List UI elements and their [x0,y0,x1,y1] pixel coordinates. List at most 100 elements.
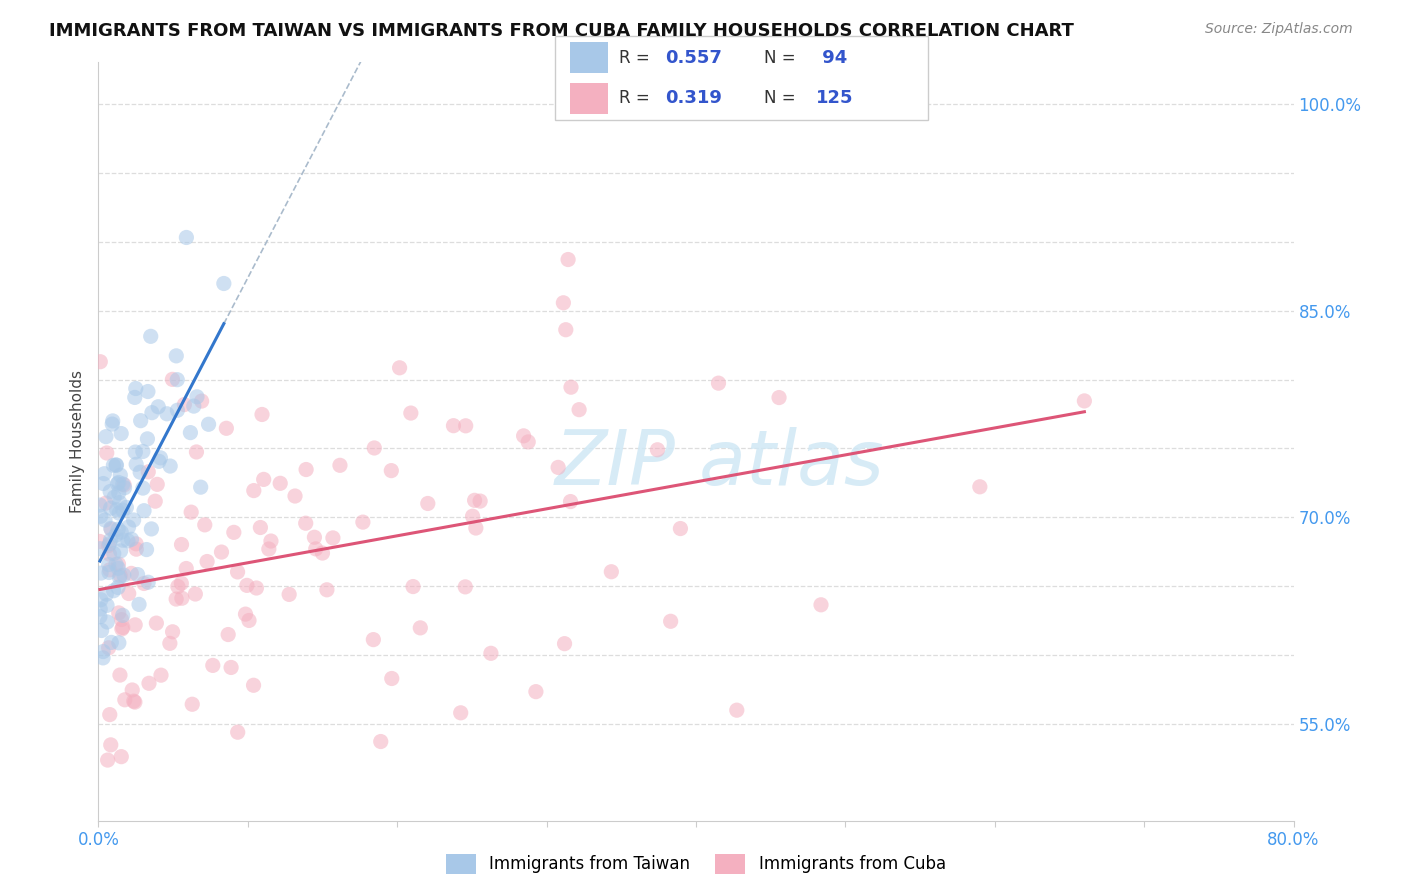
Point [108,495,131,509]
Point [560,494,582,508]
Point [322,531,344,545]
Point [647,442,669,457]
Point [170,591,193,606]
Point [659,615,682,629]
Point [186,445,208,459]
Point [94,430,117,444]
Point [454,418,477,433]
Point [124,695,146,709]
Point [105,558,128,572]
Point [512,429,534,443]
Point [100,533,122,547]
Point [311,546,333,560]
Point [111,620,134,634]
Point [100,521,122,535]
Point [464,493,486,508]
Point [294,516,316,531]
Point [236,578,259,592]
Point [468,494,491,508]
Point [186,390,208,404]
Point [166,403,188,417]
Point [725,703,748,717]
Point [112,568,135,582]
Text: 94: 94 [815,49,848,67]
Point [97,539,120,553]
Bar [571,83,607,113]
Point [97,753,120,767]
Point [124,617,146,632]
Point [93,467,115,481]
Point [242,678,264,692]
Point [222,525,245,540]
Point [98,537,121,551]
Point [121,683,143,698]
Point [600,565,623,579]
Point [89,498,111,512]
Point [250,408,273,422]
Point [150,668,173,682]
Point [89,541,111,556]
Point [105,476,128,491]
Point [136,432,159,446]
Point [89,609,111,624]
Point [461,509,484,524]
Point [138,676,160,690]
Point [219,660,242,674]
Point [105,458,128,472]
Point [115,500,138,515]
Point [136,465,159,479]
Point [110,544,132,558]
Point [554,637,576,651]
Point [167,580,190,594]
Point [114,481,136,495]
Point [103,458,125,473]
Text: R =: R = [619,49,655,67]
Text: N =: N = [763,89,801,107]
Point [211,545,233,559]
Point [98,566,121,580]
Point [370,734,392,748]
Point [179,425,201,440]
Point [388,360,411,375]
Point [107,557,129,571]
Point [124,445,146,459]
Point [166,373,188,387]
Point [295,462,318,476]
Point [560,380,582,394]
Point [1073,393,1095,408]
Point [132,481,155,495]
Point [100,501,122,516]
Point [111,608,134,623]
Point [143,494,166,508]
Point [170,537,193,551]
Point [90,624,112,638]
Point [479,646,502,660]
Point [557,252,579,267]
Point [98,707,121,722]
Bar [571,43,607,73]
Point [194,517,217,532]
Point [329,458,352,473]
Point [352,515,374,529]
Point [105,502,128,516]
Text: N =: N = [763,49,801,67]
Point [91,476,114,491]
Point [174,561,197,575]
Point [100,635,122,649]
Point [380,464,402,478]
Point [124,391,146,405]
Point [98,563,121,577]
Point [162,624,184,639]
Point [568,402,591,417]
Point [108,506,131,520]
Point [101,417,124,431]
Point [260,534,283,549]
Point [101,414,124,428]
Point [454,580,477,594]
Point [107,486,129,500]
Point [145,616,167,631]
Point [190,394,212,409]
Point [107,606,129,620]
Point [105,458,128,473]
Point [111,477,134,491]
